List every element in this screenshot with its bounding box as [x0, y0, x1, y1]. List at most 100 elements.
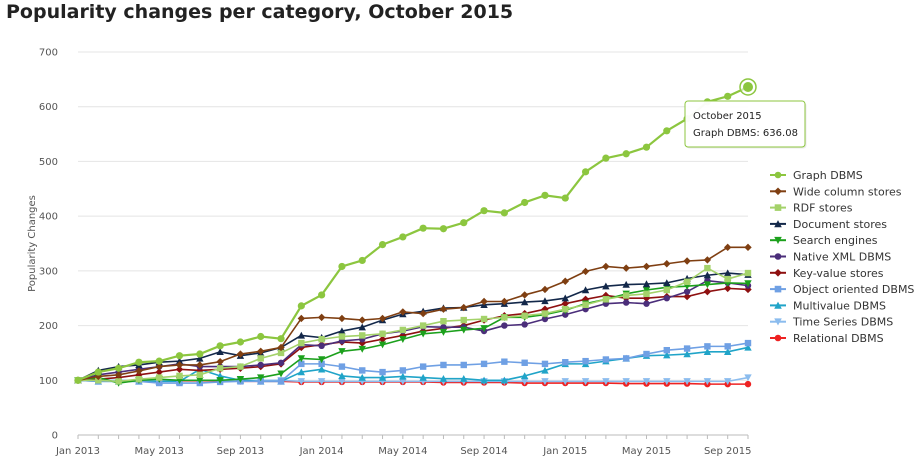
data-point: [541, 285, 549, 294]
legend-marker: [774, 187, 782, 196]
legend-item[interactable]: Object oriented DBMS: [770, 283, 914, 296]
data-point: [257, 332, 265, 341]
legend-item[interactable]: Relational DBMS: [770, 332, 884, 345]
series-line: [77, 85, 749, 382]
data-point: [399, 233, 407, 241]
data-point: [175, 361, 184, 369]
legend-item[interactable]: Graph DBMS: [770, 169, 863, 182]
legend-label: RDF stores: [793, 202, 853, 215]
y-tick-label: 400: [39, 212, 58, 223]
legend-marker: [774, 318, 782, 326]
data-point: [277, 378, 285, 385]
x-tick-label: Sep 2015: [704, 446, 751, 457]
series-1: [74, 243, 752, 384]
data-point: [318, 291, 326, 299]
data-point: [439, 225, 448, 233]
data-point: [155, 368, 163, 376]
data-point: [115, 378, 122, 385]
legend-label: Search engines: [793, 234, 878, 247]
data-point: [216, 348, 224, 356]
data-point: [460, 219, 468, 227]
y-axis-label: Popularity Changes: [27, 195, 38, 292]
data-point: [338, 348, 346, 355]
data-point: [602, 356, 610, 363]
data-point: [277, 343, 285, 352]
data-point: [156, 374, 163, 381]
legend-item[interactable]: Document stores: [770, 218, 887, 231]
data-point: [297, 355, 306, 363]
legend-item[interactable]: Multivalue DBMS: [770, 299, 886, 312]
data-point: [581, 168, 590, 176]
data-point: [175, 352, 184, 360]
data-point: [480, 325, 488, 333]
data-point: [521, 321, 528, 328]
data-point: [663, 378, 671, 386]
data-point: [541, 378, 549, 386]
data-point: [338, 363, 346, 370]
data-point: [419, 224, 427, 232]
data-point: [359, 367, 366, 374]
data-point: [419, 373, 427, 381]
series-line: [77, 246, 748, 382]
data-point: [622, 299, 630, 306]
series-2: [74, 264, 752, 385]
data-point: [358, 316, 366, 324]
data-point: [379, 330, 386, 337]
data-point: [643, 290, 650, 298]
data-point: [704, 343, 711, 350]
legend-item[interactable]: RDF stores: [770, 202, 853, 215]
data-point: [663, 351, 671, 359]
legend-item[interactable]: Key-value stores: [770, 267, 884, 280]
legend-marker: [774, 334, 782, 342]
data-point: [399, 308, 407, 316]
legend-marker: [774, 204, 782, 211]
data-point: [237, 363, 244, 370]
data-point: [196, 350, 204, 358]
legend-label: Key-value stores: [793, 267, 884, 280]
legend-label: Native XML DBMS: [793, 251, 891, 264]
data-point: [440, 317, 447, 325]
data-point: [703, 348, 712, 356]
legend-label: Document stores: [793, 218, 887, 231]
data-point: [216, 365, 224, 372]
data-point: [500, 209, 508, 217]
data-point: [135, 358, 143, 366]
legend-marker: [774, 301, 782, 309]
series-line: [78, 267, 749, 383]
data-point: [460, 374, 468, 382]
data-point: [663, 279, 671, 287]
legend-marker: [774, 285, 782, 293]
data-point: [297, 331, 306, 339]
legend-item[interactable]: Native XML DBMS: [770, 251, 891, 264]
legend-item[interactable]: Wide column stores: [770, 185, 902, 198]
data-point: [216, 357, 224, 366]
data-point: [562, 359, 569, 366]
data-point: [521, 198, 529, 207]
legend: Graph DBMS Wide column stores RDF stores Do…: [770, 169, 914, 345]
data-point: [176, 372, 183, 380]
data-point: [297, 314, 306, 323]
data-point: [155, 357, 163, 365]
data-point: [561, 194, 569, 202]
data-point: [643, 350, 650, 358]
data-point: [216, 342, 224, 350]
data-point: [236, 350, 245, 358]
legend-item[interactable]: Search engines: [770, 234, 878, 247]
data-point: [175, 357, 184, 365]
data-point: [723, 378, 732, 386]
data-point: [419, 330, 427, 338]
data-point: [439, 328, 448, 336]
data-point: [257, 374, 265, 382]
data-point: [561, 294, 569, 302]
series-3: [74, 269, 752, 384]
legend-item[interactable]: Time Series DBMS: [770, 316, 893, 329]
data-point: [378, 341, 387, 349]
data-point: [480, 297, 488, 306]
legend-marker: [774, 171, 782, 179]
data-point: [500, 297, 509, 306]
y-tick-label: 600: [39, 102, 58, 113]
data-point: [723, 243, 732, 252]
data-point: [399, 326, 407, 334]
data-point: [338, 333, 346, 340]
